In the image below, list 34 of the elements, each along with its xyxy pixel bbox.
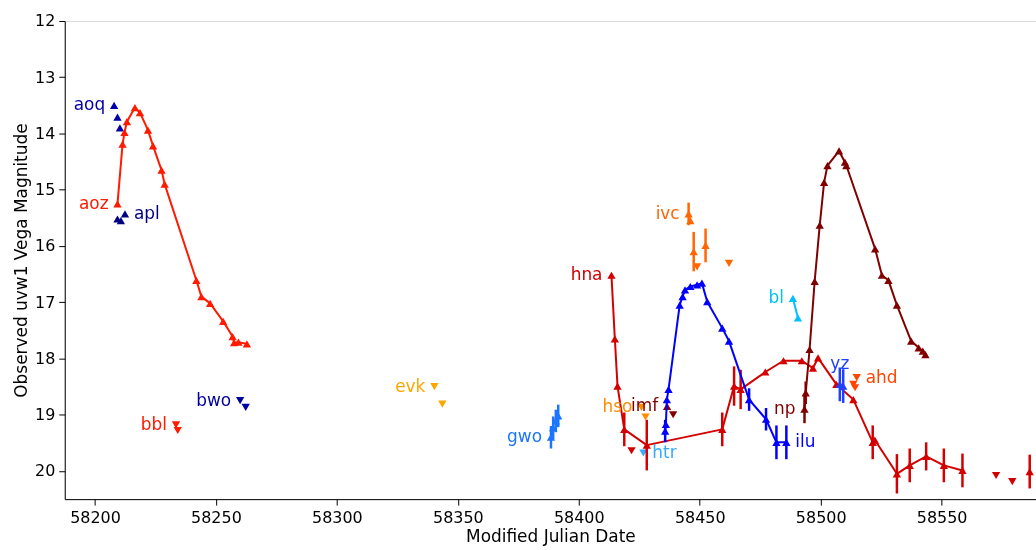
y-axis-title: Observed uvw1 Vega Magnitude — [11, 123, 32, 398]
y-tick-label: 12 — [35, 11, 56, 31]
series-label: aoq — [73, 94, 106, 115]
x-tick-label: 58450 — [674, 507, 726, 527]
y-tick-label: 18 — [35, 348, 56, 368]
y-tick-label: 13 — [35, 67, 56, 87]
y-tick-label: 15 — [35, 180, 56, 200]
y-tick-label: 14 — [35, 123, 56, 143]
y-tick-label: 16 — [35, 236, 56, 256]
x-tick-label: 58350 — [433, 507, 484, 527]
series-label: bbl — [140, 413, 168, 434]
x-tick-label: 58200 — [70, 507, 121, 527]
x-tick-label: 58300 — [312, 507, 363, 527]
x-tick-label: 58550 — [916, 507, 968, 527]
series-label: gwo — [507, 426, 543, 447]
series-label: bwo — [196, 389, 232, 410]
series-label: aoz — [78, 192, 109, 213]
y-tick-label: 20 — [35, 461, 56, 481]
series-label: apl — [133, 202, 160, 223]
y-tick-label: 17 — [35, 292, 56, 312]
x-tick-label: 58400 — [553, 507, 605, 527]
x-tick-label: 58500 — [795, 507, 847, 527]
series-label: np — [774, 398, 796, 419]
x-axis-title: Modified Julian Date — [466, 526, 636, 547]
series-label: ilu — [795, 431, 816, 452]
series-label: yz — [830, 353, 850, 374]
series-label: htr — [652, 441, 677, 462]
series-label: evk — [395, 375, 426, 396]
series-label: ivc — [655, 202, 680, 223]
series-label: hna — [570, 264, 603, 285]
x-tick-label: 58250 — [191, 507, 242, 527]
series-label: ahd — [865, 366, 898, 387]
series-label: bl — [768, 287, 784, 308]
y-tick-label: 19 — [35, 405, 56, 425]
